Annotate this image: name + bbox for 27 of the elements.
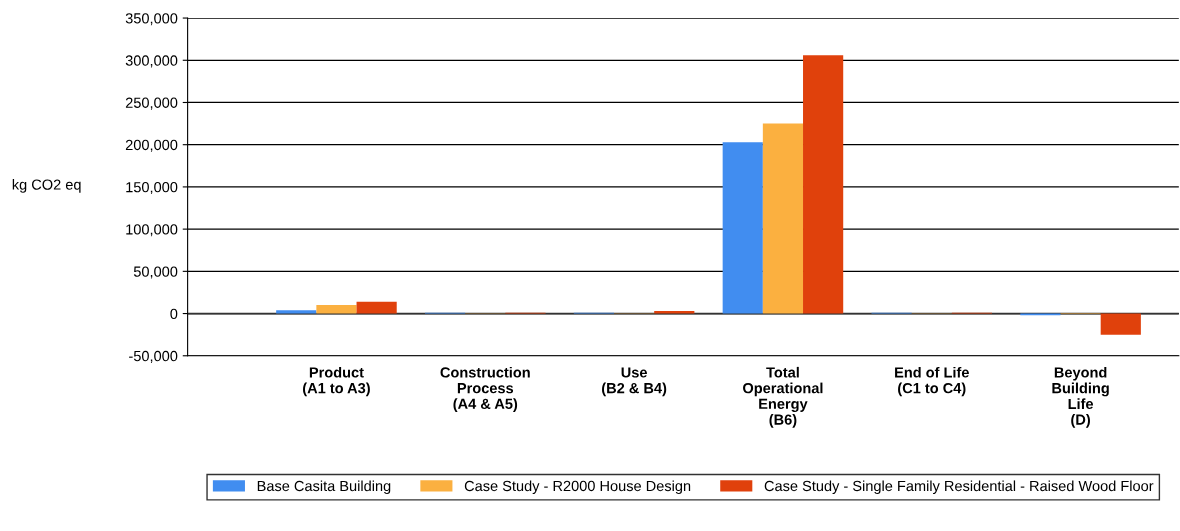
bar (654, 311, 695, 314)
x-tick-label: Product (A1 to A3) (303, 366, 370, 397)
bar (722, 142, 763, 314)
y-tick-label: 150,000 (126, 182, 178, 195)
legend-label: Case Study - R2000 House Design (464, 480, 691, 495)
legend-label: Case Study - Single Family Residential - Raised Wood Floor (764, 480, 1154, 495)
y-tick-label: 350,000 (125, 13, 178, 26)
legend-label: Base Casita Building (257, 480, 391, 495)
x-tick-label: Construction Process (A4 & A5) (440, 366, 530, 412)
bar (803, 55, 844, 314)
x-tick-label: Beyond Building Life (D) (1052, 366, 1109, 428)
bar (316, 305, 357, 314)
x-tick-label: Use (B2 & B4) (602, 367, 667, 397)
y-tick-label: 0 (170, 308, 178, 319)
y-tick-label: 250,000 (125, 97, 178, 110)
y-tick-label: 50,000 (133, 266, 178, 279)
y-axis-title: kg CO2 eq (12, 179, 81, 193)
bar (762, 123, 804, 314)
bar (276, 310, 317, 314)
bar (356, 301, 397, 314)
y-tick-label: -50,000 (129, 350, 178, 363)
x-tick-label: End of Life (C1 to C4) (895, 366, 969, 397)
x-tick-label: Total Operational Energy (B6) (743, 366, 823, 428)
y-tick-label: 300,000 (125, 55, 178, 68)
y-tick-label: 200,000 (125, 139, 178, 152)
bar (1100, 313, 1141, 335)
y-tick-label: 100,000 (126, 224, 178, 237)
